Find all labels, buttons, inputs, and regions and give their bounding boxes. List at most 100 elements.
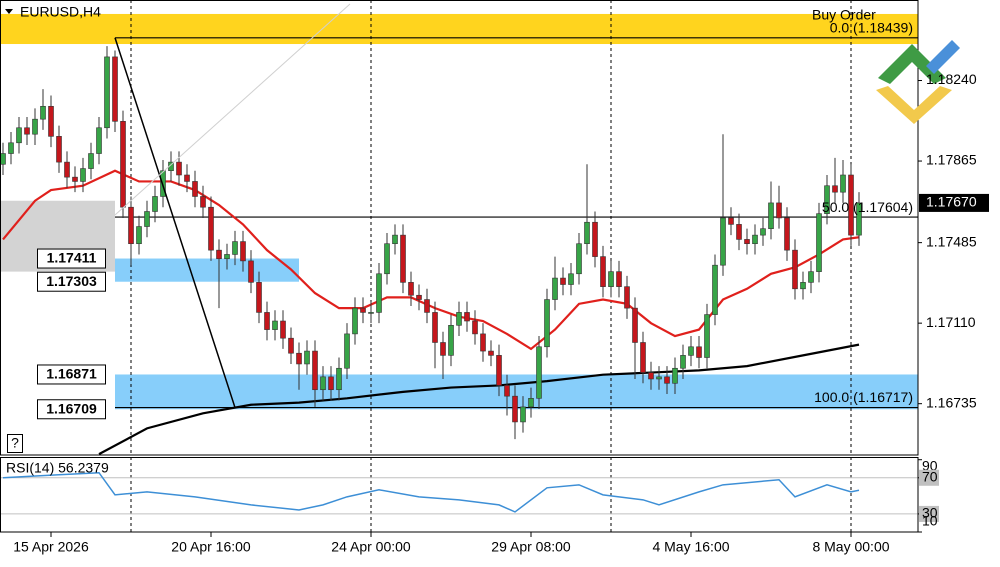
candle-body (24, 127, 30, 135)
candle-body (800, 282, 806, 290)
candle-body (784, 217, 790, 251)
rsi-frame (0, 457, 919, 533)
y-tick-label: 1.18240 (926, 71, 977, 87)
candle-body (512, 395, 518, 423)
candle-body (376, 273, 382, 313)
order-label: Buy Order (812, 7, 876, 23)
x-tick-label: 29 Apr 08:00 (491, 539, 571, 555)
fibo-baseline (114, 3, 351, 216)
candle-body (56, 136, 62, 163)
candle-body (96, 127, 102, 154)
price-label: 1.16871 (46, 366, 97, 382)
fibo-label: 50.0 (1.17604) (822, 199, 913, 215)
candle-body (16, 127, 22, 144)
candle-body (392, 234, 398, 245)
candle-body (224, 254, 230, 260)
candle-body (152, 196, 158, 212)
candle-body (528, 398, 534, 408)
candle-body (440, 342, 446, 356)
candle-body (48, 105, 54, 137)
overlay: EURUSD,H4 RSI(14) 56.2379 ? 0.0 (1.18439… (0, 0, 989, 555)
help-button[interactable] (7, 434, 23, 453)
candle-body (0, 153, 6, 165)
candle-body (216, 249, 222, 260)
candle-body (696, 346, 702, 358)
price-label-box (37, 271, 106, 292)
candle-body (664, 376, 670, 384)
rsi-level-label-box (919, 505, 939, 522)
price-label-box (37, 399, 106, 420)
rsi-title: RSI(14) 56.2379 (6, 460, 109, 476)
candle-body (296, 352, 302, 365)
candle-body (496, 355, 502, 386)
price-label: 1.16709 (46, 400, 97, 416)
main-frame (0, 0, 919, 456)
candle-body (672, 367, 678, 384)
candle-body (680, 355, 686, 369)
candle-body (648, 372, 654, 380)
candle-body (728, 217, 734, 225)
candle-body (632, 307, 638, 343)
candle-body (816, 213, 822, 272)
candle-body (280, 320, 286, 339)
candle-body (72, 176, 78, 182)
rsi-y-tick-label: 30 (922, 505, 938, 521)
rsi-level-label-box (919, 469, 939, 486)
zone (0, 13, 918, 45)
candle-body (384, 243, 390, 275)
candle-body (144, 211, 150, 227)
candle-body (304, 350, 310, 365)
candle-body (184, 174, 190, 182)
candle-body (736, 224, 742, 240)
candle-body (80, 168, 86, 182)
candle-body (88, 153, 94, 169)
candle-body (200, 196, 206, 208)
candle-body (424, 299, 430, 313)
candle-body (640, 342, 646, 373)
menu-triangle[interactable] (5, 9, 13, 14)
candle-body (40, 105, 46, 120)
candle-body (824, 185, 830, 214)
candle-body (592, 221, 598, 257)
rsi-y-tick-label: 90 (922, 458, 938, 474)
candle-body (264, 312, 270, 330)
candle-body (456, 312, 462, 326)
candle-body (368, 312, 374, 314)
candle-body (248, 260, 254, 283)
candle-body (192, 181, 198, 197)
candle-body (336, 367, 342, 391)
candle-body (832, 185, 838, 193)
logo-blue (926, 40, 960, 74)
candle-body (120, 121, 126, 208)
candle-body (136, 226, 142, 245)
candle-body (256, 282, 262, 313)
candle-body (432, 312, 438, 343)
candle-body (760, 228, 766, 236)
candle-body (464, 312, 470, 322)
trendline (114, 37, 236, 408)
candle-body (608, 271, 614, 287)
x-tick-label: 15 Apr 2026 (13, 539, 89, 555)
help-icon: ? (11, 435, 19, 451)
candle-body (504, 385, 510, 397)
candle-body (568, 273, 574, 285)
y-tick-label: 1.17485 (926, 233, 977, 249)
candle-body (792, 249, 798, 290)
candle-body (416, 294, 422, 300)
candle-body (328, 376, 334, 391)
candle-body (744, 239, 750, 245)
candle-body (408, 282, 414, 296)
y-tick-label: 1.17865 (926, 152, 977, 168)
rsi-y-tick-label: 70 (922, 468, 938, 484)
candle-body (776, 202, 782, 219)
candle-body (560, 277, 566, 285)
candle-body (360, 307, 366, 313)
candle-body (240, 241, 246, 262)
candle-body (840, 174, 846, 193)
rsi-line (2, 471, 860, 513)
candle-body (480, 333, 486, 352)
candle-body (544, 299, 550, 348)
candle-body (472, 320, 478, 335)
